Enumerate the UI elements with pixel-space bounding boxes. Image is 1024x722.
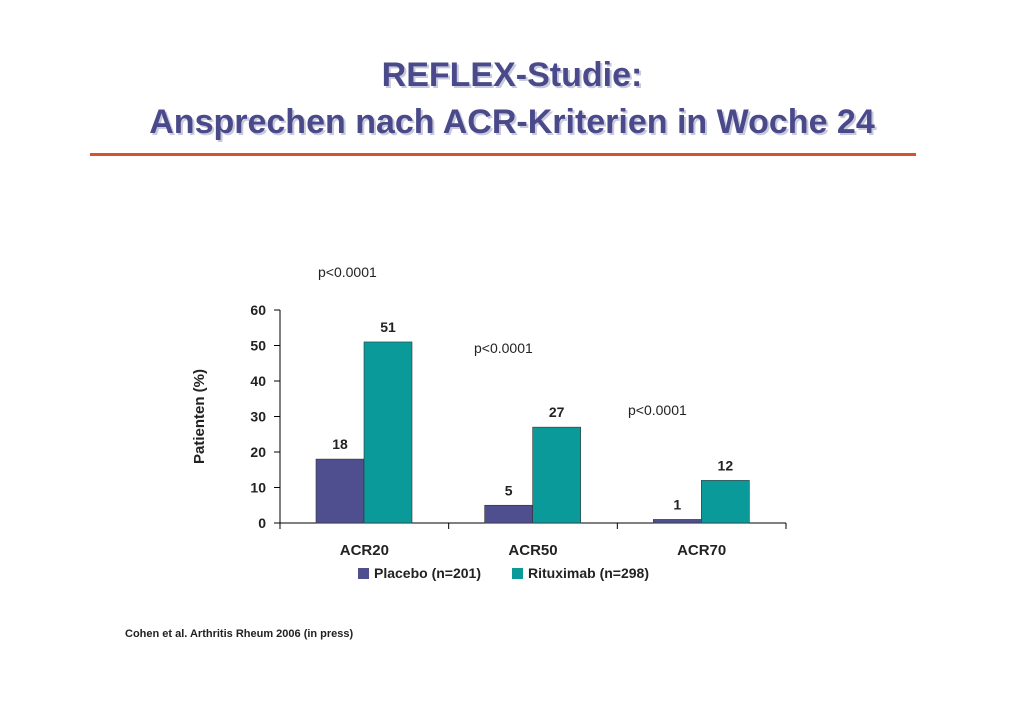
bar-rituximab-acr50 (532, 426, 581, 524)
y-axis-label: Patienten (%) (191, 369, 208, 464)
p-value-annotation: p<0.0001 (318, 264, 377, 280)
legend-label: Placebo (n=201) (374, 565, 481, 581)
y-tick-label: 0 (258, 515, 266, 531)
y-tick-label: 50 (250, 338, 266, 354)
citation: Cohen et al. Arthritis Rheum 2006 (in pr… (125, 628, 354, 640)
slide-title-line1: REFLEX-Studie: (381, 56, 643, 94)
data-label: 27 (549, 404, 565, 420)
bar-placebo-acr50 (484, 504, 533, 524)
y-tick-label: 40 (250, 373, 266, 389)
x-tick-label: ACR20 (340, 542, 389, 559)
y-tick-label: 30 (250, 409, 266, 425)
p-value-annotation: p<0.0001 (474, 340, 533, 356)
legend-label: Rituximab (n=298) (528, 565, 649, 581)
slide-title-line2: Ansprechen nach ACR-Kriterien in Woche 2… (149, 103, 875, 141)
bar-placebo-acr70 (653, 519, 702, 524)
x-tick-label: ACR50 (508, 542, 557, 559)
data-label: 12 (718, 457, 734, 473)
y-tick-label: 10 (250, 480, 266, 496)
bar-rituximab-acr70 (701, 480, 750, 524)
y-tick-label: 20 (250, 444, 266, 460)
data-label: 1 (673, 496, 681, 512)
title-divider (90, 153, 916, 156)
bar-placebo-acr20 (315, 458, 365, 524)
bar-rituximab-acr20 (363, 341, 413, 524)
y-tick-label: 60 (250, 302, 266, 318)
p-value-annotation: p<0.0001 (628, 402, 687, 418)
legend-swatch (512, 568, 523, 579)
data-label: 5 (505, 482, 513, 498)
legend-swatch (358, 568, 369, 579)
x-tick-label: ACR70 (677, 542, 726, 559)
data-label: 51 (380, 319, 396, 335)
data-label: 18 (332, 436, 348, 452)
